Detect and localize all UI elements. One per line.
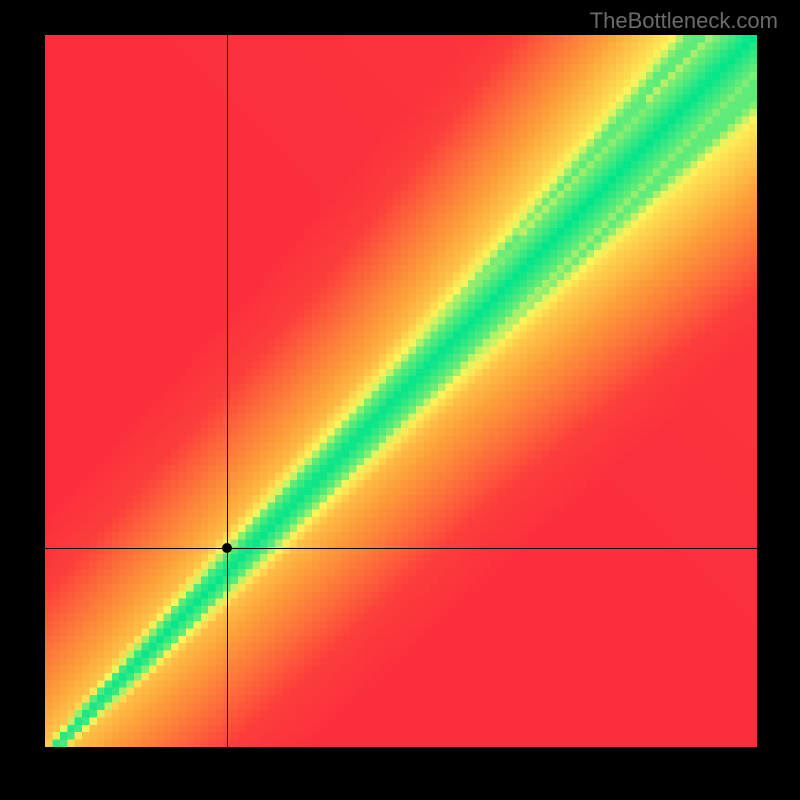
crosshair-horizontal [45, 548, 757, 549]
watermark-text: TheBottleneck.com [590, 8, 778, 34]
heatmap-canvas [45, 35, 757, 747]
heatmap-chart [45, 35, 757, 747]
crosshair-vertical [227, 35, 228, 747]
marker-dot [222, 543, 232, 553]
